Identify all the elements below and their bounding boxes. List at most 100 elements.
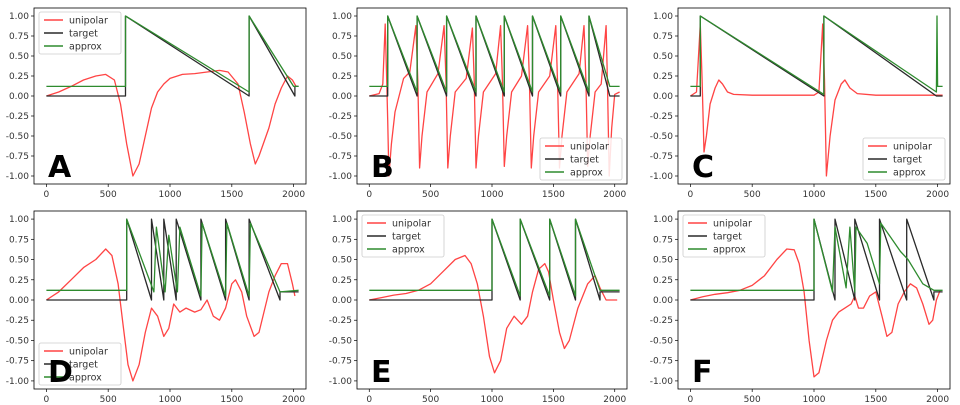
y-tick-label: -0.25 [6,316,29,326]
x-tick-label: 1000 [159,395,182,405]
y-tick-label: 0.50 [332,256,352,266]
y-tick-label: -1.00 [329,172,353,182]
y-tick-label: -1.00 [6,377,30,387]
y-tick-label: 0.25 [332,276,352,286]
y-tick-label: -1.00 [650,172,674,182]
panel-label: C [692,150,714,185]
legend-box [539,137,623,181]
legend-box [38,342,122,386]
y-tick-label: -1.00 [650,377,674,387]
legend: unipolar target approx [539,137,623,181]
y-tick-label: 0.75 [332,32,352,42]
x-tick-label: 0 [366,395,372,405]
x-tick-label: 1500 [220,395,243,405]
legend-box [38,11,122,55]
y-tick-label: 0.25 [653,72,673,82]
y-tick-label: -0.25 [6,112,29,122]
series-line-approx [690,218,943,293]
chart-panel-b: -1.00 -0.75 -0.50 -0.25 0.00 0.25 0.50 0.75 1.00… [329,7,628,200]
legend-label-target: target [69,360,98,371]
series-line-unipolar [690,23,943,177]
legend: unipolar target approx [682,214,766,258]
x-tick-label: 1500 [542,395,565,405]
panel-label: A [48,150,72,185]
legend-label-approx: approx [69,42,102,53]
y-tick-label: 0.75 [9,32,29,42]
y-tick-label: 1.00 [332,215,352,225]
x-tick-label: 1500 [864,395,887,405]
series-line-approx [369,15,620,93]
x-tick-label: 500 [100,190,117,200]
y-tick-label: 0.25 [9,276,29,286]
y-tick-label: -0.25 [650,112,673,122]
legend-label-approx: approx [713,245,746,256]
x-tick-label: 500 [100,395,117,405]
x-tick-label: 500 [744,190,761,200]
legend: unipolar target approx [862,137,946,181]
chart-panel-e: -1.00 -0.75 -0.50 -0.25 0.00 0.25 0.50 0.75 1.00… [329,210,628,405]
y-tick-label: -0.50 [6,132,30,142]
y-tick-label: -0.50 [650,336,674,346]
x-tick-label: 1000 [159,190,182,200]
x-tick-label: 1500 [864,190,887,200]
y-tick-label: 0.50 [9,256,29,266]
series-line-approx [46,218,299,297]
y-tick-label: -0.50 [329,132,353,142]
y-tick-label: 0.00 [653,296,673,306]
y-tick-label: 0.50 [9,52,29,62]
y-tick-label: 0.00 [9,92,29,102]
legend-label-approx: approx [893,168,926,179]
y-tick-label: 0.50 [653,52,673,62]
legend-label-target: target [570,155,599,166]
y-tick-label: -0.50 [6,336,30,346]
panel-label: F [692,355,713,390]
y-tick-label: 0.75 [9,235,29,245]
y-tick-label: 0.00 [653,92,673,102]
x-tick-label: 1000 [481,190,504,200]
legend-label-approx: approx [392,245,425,256]
legend: unipolar target approx [38,11,122,55]
x-tick-label: 0 [43,395,49,405]
series-line-target [369,15,620,97]
legend-box [682,214,766,258]
chart-panel-c: -1.00 -0.75 -0.50 -0.25 0.00 0.25 0.50 0.75 1.00… [650,7,951,200]
y-tick-label: 1.00 [653,215,673,225]
panel-label: E [371,355,392,390]
y-tick-label: -1.00 [329,377,353,387]
legend-label-target: target [392,232,421,243]
legend: unipolar target approx [361,214,445,258]
legend-label-unipolar: unipolar [69,16,108,27]
chart-panel-d: -1.00 -0.75 -0.50 -0.25 0.00 0.25 0.50 0.75 1.00… [6,210,307,405]
y-tick-label: -0.75 [650,152,673,162]
x-tick-label: 1500 [542,190,565,200]
legend-label-unipolar: unipolar [713,219,752,230]
y-tick-label: 0.00 [9,296,29,306]
chart-panel-f: -1.00 -0.75 -0.50 -0.25 0.00 0.25 0.50 0.75 1.00… [650,210,951,405]
legend-box [361,214,445,258]
y-tick-label: -0.25 [329,112,352,122]
x-tick-label: 2000 [926,395,949,405]
y-tick-label: -0.75 [329,357,352,367]
chart-panel-a: -1.00 -0.75 -0.50 -0.25 0.00 0.25 0.50 0.75 1.00… [6,7,307,200]
y-tick-label: -0.25 [650,316,673,326]
y-tick-label: 0.75 [332,235,352,245]
x-tick-label: 0 [366,190,372,200]
y-tick-label: 1.00 [653,12,673,22]
x-tick-label: 2000 [282,395,305,405]
x-tick-label: 2000 [926,190,949,200]
x-tick-label: 500 [422,395,439,405]
y-tick-label: 0.75 [653,32,673,42]
legend-label-target: target [69,29,98,40]
panel-label: B [371,150,394,185]
legend-box [862,137,946,181]
y-tick-label: 0.25 [9,72,29,82]
series-line-approx [690,15,943,96]
legend-label-unipolar: unipolar [570,142,609,153]
x-tick-label: 1000 [481,395,504,405]
legend-label-approx: approx [69,373,102,384]
y-tick-label: -0.75 [6,357,29,367]
series-line-target [690,15,943,97]
y-tick-label: -0.75 [329,152,352,162]
panel-label: D [48,355,73,390]
